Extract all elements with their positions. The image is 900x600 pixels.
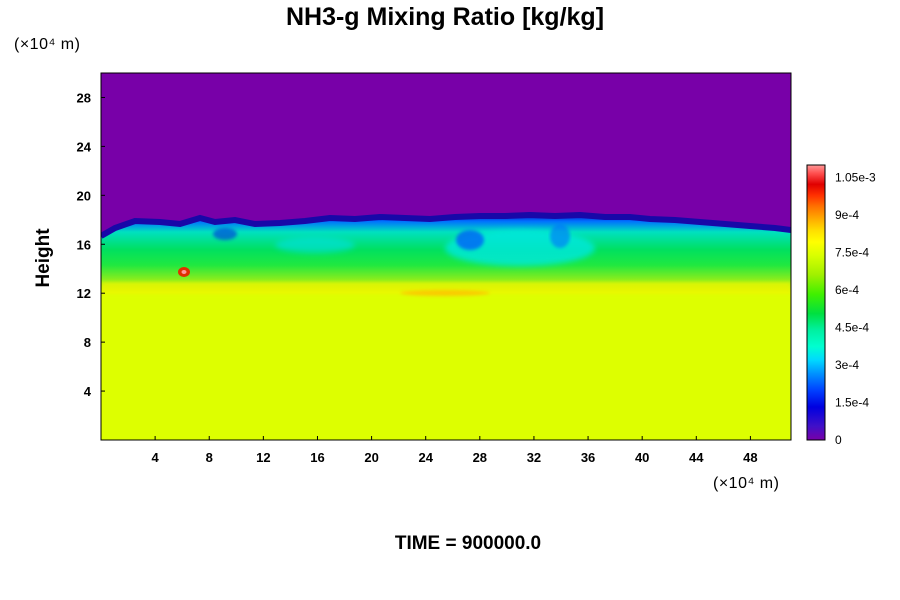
colorbar-strip [806, 164, 826, 441]
x-tick-label: 48 [743, 450, 757, 465]
colorbar-label: 7.5e-4 [835, 246, 869, 260]
y-tick-label: 8 [84, 335, 91, 350]
orange-streak [400, 290, 490, 296]
heatmap-field [101, 73, 791, 440]
x-tick-label: 20 [364, 450, 378, 465]
x-tick-label: 28 [473, 450, 487, 465]
y-tick-label: 4 [84, 384, 92, 399]
yellow-transition [101, 282, 791, 294]
blue-eddy [456, 230, 484, 250]
x-axis-unit: (×10⁴ m) [713, 475, 779, 492]
colorbar-label: 4.5e-4 [835, 321, 869, 335]
colorbar-label: 1.5e-4 [835, 396, 869, 410]
x-tick-label: 8 [206, 450, 213, 465]
x-tick-label: 32 [527, 450, 541, 465]
y-tick-label: 16 [77, 237, 91, 252]
x-tick-label: 16 [310, 450, 324, 465]
hotspot [181, 270, 187, 274]
plot-frame [100, 72, 792, 441]
x-tick-label: 36 [581, 450, 595, 465]
blue-eddy [550, 224, 570, 248]
cloud-top-edge [101, 211, 791, 239]
colorbar: 1.05e-3 9e-4 7.5e-4 6e-4 4.5e-4 3e-4 1.5e-4 0 [806, 164, 876, 447]
chart-title: NH3-g Mixing Ratio [kg/kg] [286, 3, 604, 31]
y-tick-label: 12 [77, 286, 91, 301]
x-tick-label: 40 [635, 450, 649, 465]
colorbar-label: 0 [835, 433, 842, 447]
blue-eddy [213, 228, 237, 240]
y-tick-label: 24 [77, 139, 92, 154]
lower-layer-region [101, 288, 791, 440]
y-axis-unit: (×10⁴ m) [14, 36, 80, 53]
x-tick-label: 44 [689, 450, 704, 465]
y-tick-label: 28 [77, 90, 91, 105]
cyan-plume [275, 237, 355, 253]
colorbar-label: 6e-4 [835, 283, 859, 297]
colorbar-label: 3e-4 [835, 358, 859, 372]
x-tick-label: 12 [256, 450, 270, 465]
y-axis-label: Height [33, 228, 54, 288]
cloud-layer-region [101, 215, 791, 292]
time-label: TIME = 900000.0 [395, 533, 541, 554]
x-tick-label: 4 [152, 450, 160, 465]
colorbar-label: 9e-4 [835, 208, 859, 222]
colorbar-label: 1.05e-3 [835, 171, 876, 185]
y-tick-label: 20 [77, 188, 91, 203]
x-tick-label: 24 [418, 450, 433, 465]
